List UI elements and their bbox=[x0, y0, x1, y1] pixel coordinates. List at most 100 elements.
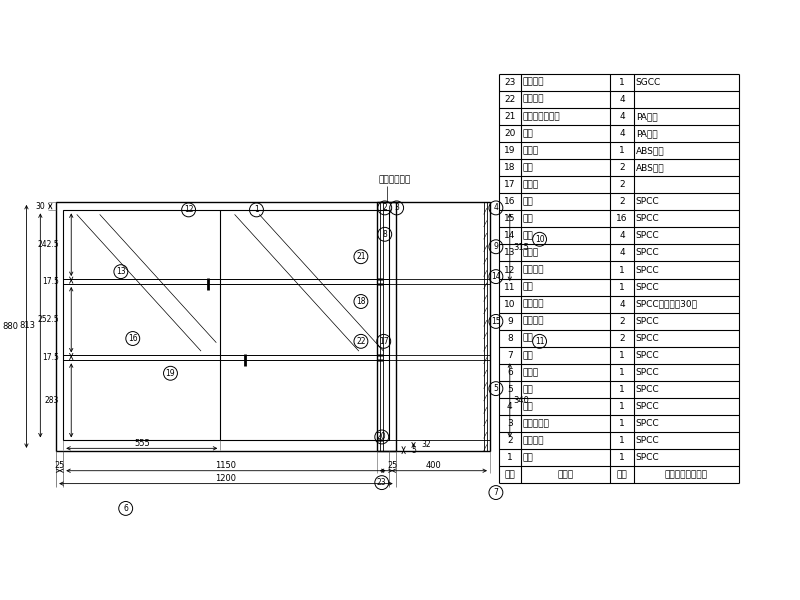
Text: 23: 23 bbox=[377, 478, 386, 487]
Text: 555: 555 bbox=[134, 439, 150, 448]
Text: 1: 1 bbox=[619, 402, 625, 411]
Text: 材　質　　備　考: 材 質 備 考 bbox=[665, 470, 708, 479]
Text: SPCC: SPCC bbox=[636, 214, 659, 223]
Text: 19: 19 bbox=[504, 146, 515, 155]
Text: 数量: 数量 bbox=[617, 470, 627, 479]
Text: 1: 1 bbox=[254, 205, 259, 214]
Text: 400: 400 bbox=[426, 461, 442, 470]
Text: 2: 2 bbox=[619, 180, 625, 189]
Text: 5: 5 bbox=[411, 446, 417, 455]
Text: 5: 5 bbox=[507, 385, 513, 394]
Text: 棚受: 棚受 bbox=[522, 214, 534, 223]
Text: SPCC: SPCC bbox=[636, 368, 659, 377]
Text: SPCC: SPCC bbox=[636, 248, 659, 257]
Text: 18: 18 bbox=[356, 297, 366, 306]
Text: SPCC: SPCC bbox=[636, 232, 659, 241]
Text: 15: 15 bbox=[504, 214, 515, 223]
Text: ガラス: ガラス bbox=[522, 180, 539, 189]
Text: 2: 2 bbox=[619, 317, 625, 326]
Text: 引手: 引手 bbox=[522, 163, 534, 172]
Text: 戸車: 戸車 bbox=[522, 129, 534, 138]
Text: 17: 17 bbox=[379, 337, 389, 346]
Text: SPCC: SPCC bbox=[636, 402, 659, 411]
Text: 32: 32 bbox=[422, 440, 431, 449]
Text: 1: 1 bbox=[619, 266, 625, 275]
Text: 9: 9 bbox=[494, 242, 498, 251]
Text: PA樹脳: PA樹脳 bbox=[636, 129, 658, 138]
Text: 引戸锥: 引戸锥 bbox=[522, 146, 539, 155]
Text: 1: 1 bbox=[507, 454, 513, 463]
Text: 2: 2 bbox=[507, 436, 513, 445]
Text: 地骨: 地骨 bbox=[522, 351, 534, 360]
Text: 16: 16 bbox=[616, 214, 628, 223]
Text: ジャバラ: ジャバラ bbox=[522, 299, 544, 308]
Bar bbox=[56, 202, 396, 451]
Text: 12: 12 bbox=[504, 266, 515, 275]
Text: 1: 1 bbox=[619, 351, 625, 360]
Text: SPCC: SPCC bbox=[636, 283, 659, 292]
Text: SPCC: SPCC bbox=[636, 454, 659, 463]
Text: ロットシール: ロットシール bbox=[378, 176, 410, 185]
Text: 1: 1 bbox=[619, 454, 625, 463]
Text: 22: 22 bbox=[356, 337, 366, 346]
Text: 18: 18 bbox=[504, 163, 515, 172]
Text: 252.5: 252.5 bbox=[38, 315, 59, 324]
Text: SPCC: SPCC bbox=[636, 351, 659, 360]
Text: 天レール: 天レール bbox=[522, 436, 544, 445]
Text: 16: 16 bbox=[504, 197, 515, 206]
Text: 4: 4 bbox=[507, 402, 513, 411]
Text: 20: 20 bbox=[504, 129, 515, 138]
Text: PA樹脳: PA樹脳 bbox=[636, 112, 658, 121]
Text: 2: 2 bbox=[619, 197, 625, 206]
Text: 品番: 品番 bbox=[505, 470, 515, 479]
Text: SPCC: SPCC bbox=[636, 436, 659, 445]
Text: 1200: 1200 bbox=[215, 474, 237, 483]
Text: 22: 22 bbox=[504, 95, 515, 104]
Text: 13: 13 bbox=[504, 248, 515, 257]
Text: 16: 16 bbox=[128, 334, 138, 343]
Text: 1: 1 bbox=[619, 283, 625, 292]
Text: 813: 813 bbox=[19, 321, 35, 330]
Text: 14: 14 bbox=[504, 232, 515, 241]
Text: 1: 1 bbox=[619, 436, 625, 445]
Text: 12: 12 bbox=[184, 205, 194, 214]
Text: 4: 4 bbox=[619, 232, 625, 241]
Text: ナイロンスベリ: ナイロンスベリ bbox=[522, 112, 560, 121]
Text: 4: 4 bbox=[619, 299, 625, 308]
Text: 9: 9 bbox=[507, 317, 513, 326]
Text: ABS樹脳: ABS樹脳 bbox=[636, 146, 665, 155]
Text: 30: 30 bbox=[35, 202, 46, 211]
Text: 17: 17 bbox=[504, 180, 515, 189]
Text: 地レール: 地レール bbox=[522, 78, 544, 87]
Text: 扈板: 扈板 bbox=[522, 197, 534, 206]
Text: 4: 4 bbox=[494, 203, 498, 212]
Text: 19: 19 bbox=[166, 369, 175, 378]
Text: 2: 2 bbox=[619, 163, 625, 172]
Text: 1: 1 bbox=[619, 368, 625, 377]
Text: 4: 4 bbox=[619, 248, 625, 257]
Text: 1: 1 bbox=[619, 385, 625, 394]
Text: 14: 14 bbox=[491, 272, 501, 281]
Text: 6: 6 bbox=[507, 368, 513, 377]
Text: 戸当ゴム: 戸当ゴム bbox=[522, 95, 544, 104]
Text: 25: 25 bbox=[54, 461, 65, 470]
Text: 5: 5 bbox=[494, 384, 498, 393]
Text: 棚骨: 棚骨 bbox=[522, 232, 534, 241]
Text: 裏板: 裏板 bbox=[522, 283, 534, 292]
Text: 天板: 天板 bbox=[522, 454, 534, 463]
Text: 側戸当り: 側戸当り bbox=[522, 317, 544, 326]
Text: 25: 25 bbox=[387, 461, 398, 470]
Bar bbox=[377, 202, 490, 451]
Text: 10: 10 bbox=[534, 235, 544, 244]
Text: 15: 15 bbox=[491, 317, 501, 326]
Text: SPCC: SPCC bbox=[636, 419, 659, 428]
Text: 天レール受: 天レール受 bbox=[522, 419, 550, 428]
Text: SPCC: SPCC bbox=[636, 385, 659, 394]
Text: 11: 11 bbox=[535, 337, 544, 346]
Text: 17.5: 17.5 bbox=[42, 277, 59, 286]
Text: SPCC（ピッチ30）: SPCC（ピッチ30） bbox=[636, 299, 698, 308]
Text: SPCC: SPCC bbox=[636, 197, 659, 206]
Text: 21: 21 bbox=[356, 252, 366, 261]
Text: SPCC: SPCC bbox=[636, 317, 659, 326]
Text: 3: 3 bbox=[394, 203, 399, 212]
